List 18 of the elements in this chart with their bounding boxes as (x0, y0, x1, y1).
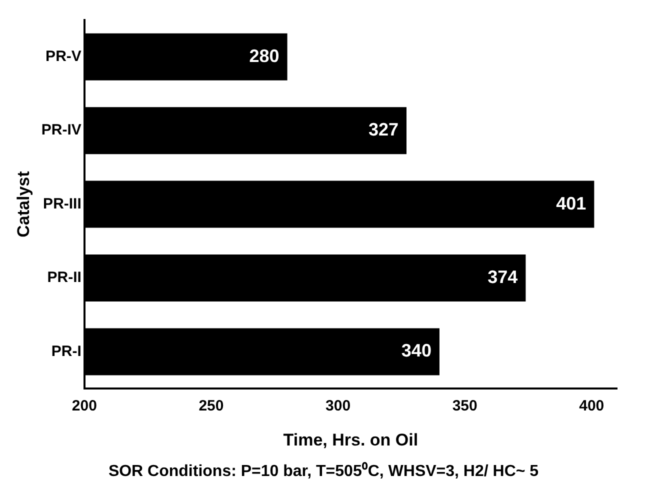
data-label: 280 (249, 46, 280, 66)
y-tick-label: PR-II (47, 269, 82, 286)
data-label: 401 (556, 193, 586, 214)
y-tick-label: PR-IV (41, 122, 82, 139)
x-tick-label: 400 (579, 398, 604, 415)
y-tick-label: PR-I (51, 342, 82, 360)
data-label: 327 (368, 120, 398, 140)
x-axis-title: Time, Hrs. on Oil (283, 430, 418, 450)
x-tick-label: 300 (326, 398, 351, 415)
x-tick-label: 350 (452, 398, 478, 415)
y-tick-label: PR-III (43, 195, 82, 212)
y-axis-title: Catalyst (14, 170, 33, 238)
data-label: 374 (488, 266, 518, 287)
y-tick-label: PR-V (46, 48, 82, 65)
x-tick-label: 250 (198, 398, 224, 415)
text: SOR Conditions: P=10 bar, T=505⁰C, WHSV=3, H2/ HC~ 5 (107, 461, 540, 481)
data-label: 340 (401, 340, 432, 361)
x-tick-label: 200 (72, 398, 97, 415)
